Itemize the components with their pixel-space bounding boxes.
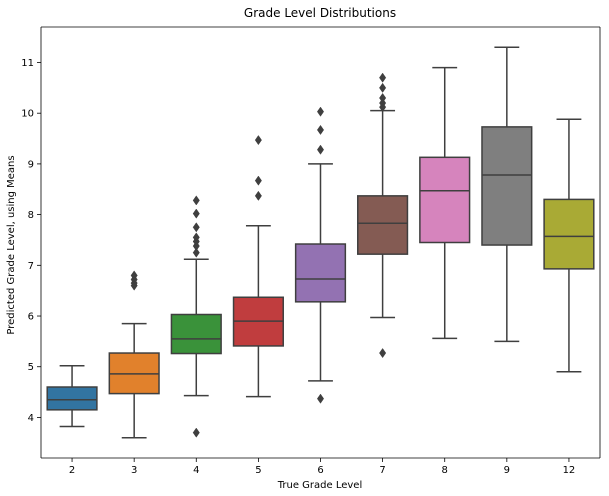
box-12 [543,198,595,270]
x-tick-label: 7 [379,465,385,476]
y-tick-label: 8 [28,210,34,221]
outlier-point [192,427,200,438]
y-tick-label: 6 [28,312,34,323]
outlier-point [379,98,387,109]
outlier-point [192,247,200,258]
outlier-point [192,222,200,233]
x-tick-label: 6 [317,465,323,476]
box-6 [294,243,347,303]
outlier-point [254,135,262,146]
y-tick-label: 7 [28,261,34,272]
x-tick-label: 4 [193,465,199,476]
box-9 [481,126,533,246]
chart-title: Grade Level Distributions [244,6,396,20]
y-tick-label: 10 [21,109,34,120]
box-8 [419,156,471,244]
x-tick-label: 3 [131,465,137,476]
box-2 [46,386,98,411]
y-axis-title: Predicted Grade Level, using Means [6,155,17,334]
outlier-point [192,232,200,243]
y-tick-label: 5 [28,362,34,373]
outlier-point [379,82,387,93]
box-4 [170,313,222,355]
outlier-point [316,106,325,117]
outlier-point [192,208,200,219]
outlier-point [316,124,325,135]
y-tick-label: 9 [28,159,34,170]
x-tick-label: 8 [442,465,448,476]
outlier-point [379,72,387,83]
outlier-point [379,348,387,359]
x-tick-label: 2 [69,465,75,476]
outlier-point [316,144,325,155]
outlier-point [254,175,262,186]
outlier-point [192,195,200,206]
box-7 [357,195,409,255]
outlier-point [254,190,262,201]
y-tick-label: 4 [28,413,34,424]
plot-area: 4 5 6 7 8 9 10 11 2 3 4 5 6 7 8 9 12 [21,26,601,476]
x-axis-title: True Grade Level [277,480,362,491]
outlier-point [316,393,325,404]
x-tick-label: 5 [255,465,261,476]
y-tick-label: 11 [21,58,34,69]
x-tick-label: 12 [563,465,576,476]
outlier-point [379,92,387,104]
x-tick-label: 9 [504,465,510,476]
outlier-point [130,270,138,281]
